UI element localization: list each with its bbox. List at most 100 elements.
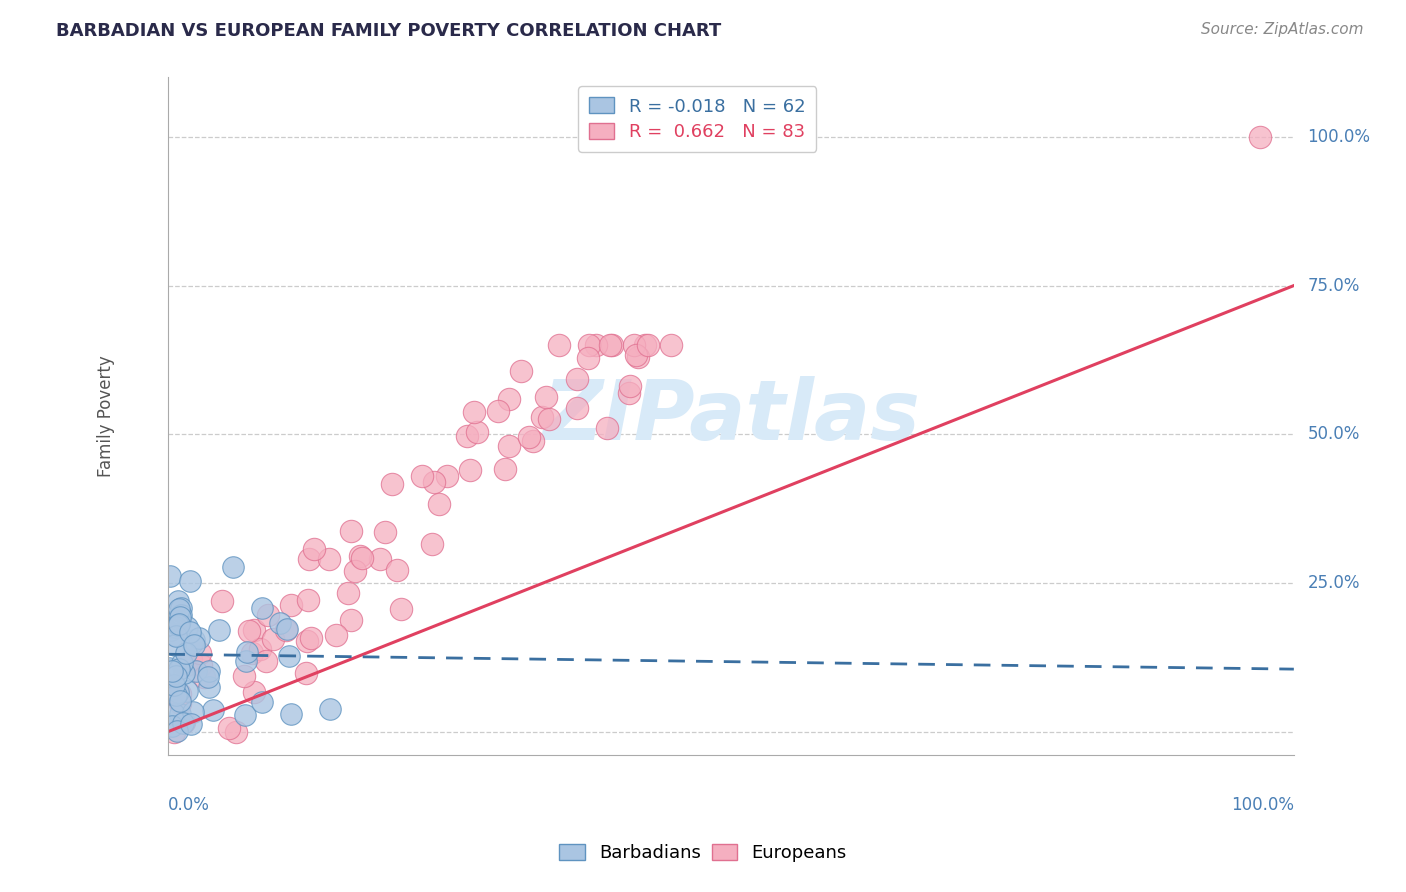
Point: [235, 645, 257, 659]
Text: Source: ZipAtlas.com: Source: ZipAtlas.com: [1201, 22, 1364, 37]
Point: [169, 707, 191, 722]
Point: [340, 524, 363, 539]
Point: [576, 351, 599, 365]
Point: [602, 338, 624, 352]
Point: [159, 663, 181, 677]
Point: [276, 622, 298, 636]
Point: [169, 696, 191, 710]
Text: 50.0%: 50.0%: [1308, 425, 1360, 443]
Point: [181, 706, 204, 720]
Point: [180, 636, 202, 650]
Point: [249, 642, 271, 657]
Point: [167, 662, 190, 676]
Point: [458, 463, 481, 477]
Point: [165, 689, 187, 703]
Text: BARBADIAN VS EUROPEAN FAMILY POVERTY CORRELATION CHART: BARBADIAN VS EUROPEAN FAMILY POVERTY COR…: [56, 22, 721, 40]
Point: [659, 338, 682, 352]
Point: [242, 685, 264, 699]
Point: [208, 623, 231, 637]
Point: [169, 610, 191, 624]
Point: [169, 614, 191, 628]
Point: [225, 724, 247, 739]
Point: [163, 678, 186, 692]
Point: [276, 623, 298, 637]
Point: [319, 702, 342, 716]
Point: [190, 657, 212, 672]
Point: [567, 401, 589, 415]
Point: [159, 661, 181, 675]
Point: [162, 682, 184, 697]
Point: [498, 439, 520, 453]
Text: 25.0%: 25.0%: [1308, 574, 1360, 592]
Legend: R = -0.018   N = 62, R =  0.662   N = 83: R = -0.018 N = 62, R = 0.662 N = 83: [578, 87, 817, 152]
Point: [368, 552, 391, 566]
Text: 75.0%: 75.0%: [1308, 277, 1360, 294]
Point: [170, 657, 193, 671]
Point: [280, 707, 302, 722]
Point: [381, 477, 404, 491]
Point: [197, 670, 219, 684]
Point: [567, 372, 589, 386]
Point: [385, 563, 408, 577]
Point: [198, 680, 221, 694]
Point: [176, 646, 198, 660]
Point: [463, 405, 485, 419]
Point: [634, 338, 657, 352]
Point: [720, 129, 742, 144]
Point: [218, 721, 240, 735]
Point: [295, 666, 318, 681]
Point: [197, 665, 219, 679]
Point: [162, 620, 184, 634]
Point: [522, 434, 544, 448]
Point: [510, 363, 533, 377]
Point: [278, 649, 301, 664]
Point: [172, 715, 194, 730]
Point: [176, 620, 198, 634]
Point: [211, 594, 233, 608]
Point: [420, 537, 443, 551]
Point: [350, 551, 373, 566]
Point: [243, 623, 266, 637]
Point: [254, 654, 277, 668]
Point: [163, 639, 186, 653]
Text: 0.0%: 0.0%: [169, 796, 209, 814]
Point: [374, 524, 396, 539]
Point: [578, 338, 600, 352]
Point: [624, 349, 647, 363]
Point: [257, 608, 280, 623]
Point: [193, 670, 215, 684]
Point: [159, 623, 181, 637]
Point: [169, 687, 191, 701]
Point: [295, 634, 318, 648]
Point: [167, 618, 190, 632]
Point: [180, 653, 202, 667]
Point: [599, 338, 621, 352]
Point: [280, 598, 302, 612]
Point: [183, 632, 205, 647]
Point: [423, 475, 446, 490]
Point: [160, 664, 183, 678]
Point: [298, 551, 321, 566]
Point: [585, 338, 607, 352]
Point: [170, 608, 193, 623]
Point: [174, 657, 197, 672]
Point: [240, 646, 263, 660]
Point: [162, 615, 184, 629]
Point: [160, 719, 183, 733]
Point: [222, 560, 245, 574]
Point: [170, 601, 193, 615]
Point: [548, 338, 571, 352]
Point: [250, 695, 273, 709]
Point: [167, 617, 190, 632]
Point: [486, 404, 509, 418]
Point: [344, 564, 367, 578]
Point: [179, 625, 201, 640]
Point: [167, 601, 190, 615]
Point: [1249, 129, 1271, 144]
Point: [165, 668, 187, 682]
Text: ZIPatlas: ZIPatlas: [543, 376, 920, 457]
Point: [427, 497, 450, 511]
Point: [626, 350, 648, 364]
Point: [465, 425, 488, 439]
Point: [297, 593, 319, 607]
